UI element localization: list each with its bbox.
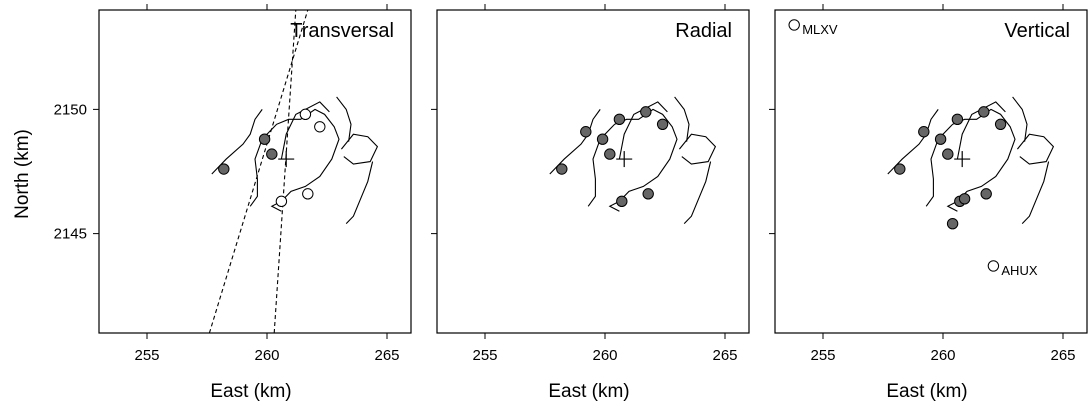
caldera-outline xyxy=(280,101,330,160)
caldera-outline xyxy=(549,109,601,175)
y-axis-title: North (km) xyxy=(12,129,33,219)
caldera-outline xyxy=(211,109,263,175)
caldera-outline xyxy=(345,161,374,225)
station-point xyxy=(266,148,278,160)
station-point xyxy=(894,163,906,175)
station-label: AHUX xyxy=(1001,263,1037,278)
panel-3: MLXV AHUX 255 260 265 Vertical East (km) xyxy=(769,4,1088,402)
station-point xyxy=(604,148,616,160)
caldera-outline xyxy=(887,109,939,175)
panel-title: Vertical xyxy=(1004,20,1070,42)
x-tick-label: 260 xyxy=(930,347,955,364)
caldera-outline xyxy=(925,108,1016,212)
caldera-outline xyxy=(1021,161,1050,225)
caldera-outline xyxy=(249,108,340,212)
station-point xyxy=(918,126,930,138)
caldera-outline xyxy=(674,96,690,142)
x-tick-label: 260 xyxy=(592,347,617,364)
station-point xyxy=(951,113,964,126)
panel-title: Radial xyxy=(675,20,732,42)
station-point xyxy=(946,217,959,230)
plot-frame xyxy=(436,9,750,334)
panel-title: Transversal xyxy=(290,20,394,42)
station-point xyxy=(942,148,954,160)
station-point xyxy=(302,188,314,200)
x-axis-title: East (km) xyxy=(886,381,967,402)
x-tick-label: 265 xyxy=(374,347,399,364)
station-point xyxy=(987,260,1000,272)
caldera-outline xyxy=(618,101,668,160)
plot-frame xyxy=(774,9,1088,334)
plot-area: MLXV AHUX xyxy=(788,19,1055,278)
plot-area xyxy=(208,10,379,333)
caldera-outline xyxy=(956,101,1006,160)
plot-frame xyxy=(98,9,412,334)
station-point xyxy=(275,195,288,208)
station-point xyxy=(788,19,800,31)
station-point xyxy=(580,126,592,138)
x-tick-label: 260 xyxy=(254,347,279,364)
x-axis-title: East (km) xyxy=(548,381,629,402)
x-tick-label: 255 xyxy=(472,347,497,364)
caldera-outline xyxy=(1012,96,1028,142)
station-point xyxy=(613,113,626,126)
x-tick-label: 265 xyxy=(712,347,737,364)
x-axis-title: East (km) xyxy=(210,381,291,402)
caldera-outline xyxy=(336,96,352,142)
caldera-outline xyxy=(587,108,678,212)
station-point xyxy=(314,121,326,133)
station-point xyxy=(994,118,1007,130)
station-point xyxy=(958,193,971,205)
station-point xyxy=(642,188,654,200)
dashed-line xyxy=(273,10,297,333)
panel-1: 255 260 265 2145 2150 Transversal East (km) xyxy=(54,4,412,402)
station-point xyxy=(556,163,568,175)
station-point xyxy=(640,106,652,118)
station-point xyxy=(978,106,990,118)
station-point xyxy=(299,108,312,121)
caldera-outline xyxy=(340,133,379,165)
y-tick-label: 2145 xyxy=(54,226,87,243)
x-tick-label: 255 xyxy=(810,347,835,364)
panel-2: 255 260 265 Radial East (km) xyxy=(431,4,750,402)
station-point xyxy=(934,133,947,145)
station-point xyxy=(218,163,230,175)
dashed-line xyxy=(208,10,309,333)
caldera-outline xyxy=(1016,133,1055,165)
plot-area xyxy=(549,96,717,225)
station-point xyxy=(980,188,992,200)
station-point xyxy=(656,118,669,130)
station-label: MLXV xyxy=(802,22,838,37)
y-tick-label: 2150 xyxy=(54,101,87,118)
station-point xyxy=(616,195,628,208)
x-tick-label: 255 xyxy=(134,347,159,364)
station-point xyxy=(596,133,609,145)
station-point xyxy=(258,133,271,145)
x-tick-label: 265 xyxy=(1050,347,1075,364)
caldera-outline xyxy=(678,133,717,165)
caldera-outline xyxy=(683,161,712,225)
